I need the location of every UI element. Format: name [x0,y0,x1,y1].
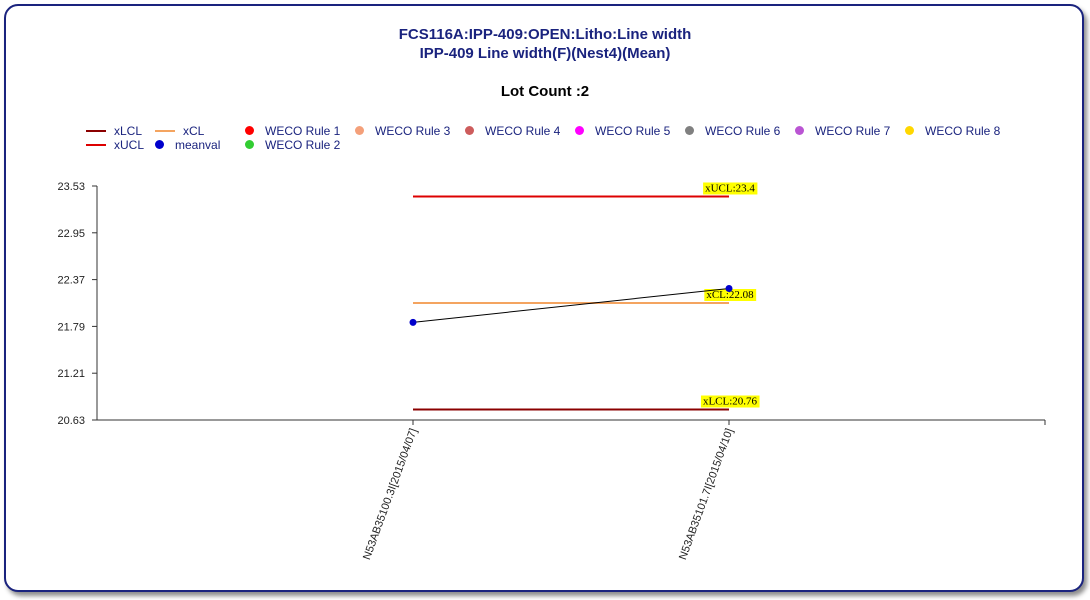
legend-item-weco-rule-2: WECO Rule 2 [245,138,340,152]
legend-swatch [245,126,254,136]
legend-swatch [86,143,106,146]
legend-label: WECO Rule 3 [375,124,451,138]
legend-swatch [355,126,364,136]
legend-label: WECO Rule 1 [265,124,341,138]
series-line-meanval [412,287,730,323]
chart-title: FCS116A:IPP-409:OPEN:Litho:Line width [398,26,692,43]
legend-swatch [685,126,694,136]
y-tick-label: 21.79 [57,321,85,333]
y-tick-label: 22.37 [57,275,85,287]
legend-item-weco-rule-4: WECO Rule 4 [465,124,560,138]
legend-label: xLCL [114,124,143,138]
data-point-meanval [725,284,733,292]
legend-item-xcl: xCL [155,124,204,138]
legend-label: WECO Rule 5 [595,124,671,138]
legend-item-weco-rule-7: WECO Rule 7 [795,124,890,138]
y-tick-label: 21.21 [57,368,85,380]
legend-label: xUCL [114,138,145,152]
y-tick-label: 20.63 [57,415,85,427]
legend-label: WECO Rule 7 [815,124,891,138]
legend-item-xlcl: xLCL [86,124,142,138]
legend-item-xucl: xUCL [86,138,144,152]
legend-item-weco-rule-3: WECO Rule 3 [355,124,450,138]
legend-swatch [905,126,914,136]
limit-label-xucl: xUCL:23.4 [705,182,755,194]
legend-swatch [465,126,474,136]
data-point-meanval [409,318,417,326]
limit-label-bg [703,182,758,195]
legend-swatch [155,129,175,132]
limit-label-bg [700,395,760,408]
legend-item-weco-rule-8: WECO Rule 8 [905,124,1000,138]
legend-swatch [795,126,804,136]
limit-label-xlcl: xLCL:20.76 [703,396,758,408]
legend-swatch [86,129,106,132]
legend-swatch [575,126,584,136]
limit-label-xcl: xCL:22.08 [706,289,754,301]
legend-label: xCL [183,124,205,138]
chart-subtitle: IPP-409 Line width(F)(Nest4)(Mean) [419,45,671,62]
y-tick-label: 23.53 [57,181,85,193]
legend-swatch [245,140,254,150]
limit-label-bg [704,289,757,301]
legend-label: WECO Rule 8 [925,124,1001,138]
legend-label: WECO Rule 6 [705,124,781,138]
legend-item-weco-rule-1: WECO Rule 1 [245,124,340,138]
legend-label: WECO Rule 2 [265,138,341,152]
lot-count: Lot Count :2 [500,83,590,100]
x-tick-label: N53AB35100.3I[2015/04/07] [361,427,420,562]
legend-label: meanval [175,138,221,152]
y-tick-label: 22.95 [57,228,85,240]
x-tick-label: N53AB35101.7I[2015/04/10] [677,427,736,562]
legend-swatch [155,140,164,150]
legend-label: WECO Rule 4 [485,124,561,138]
legend-item-meanval: meanval [155,138,220,152]
legend-item-weco-rule-6: WECO Rule 6 [685,124,780,138]
legend-item-weco-rule-5: WECO Rule 5 [575,124,670,138]
chart-frame [4,4,1084,592]
